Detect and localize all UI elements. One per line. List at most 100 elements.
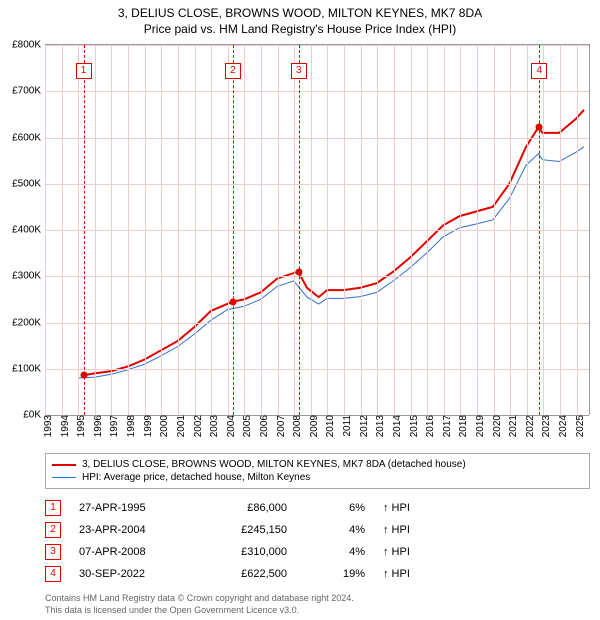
gridline-h xyxy=(45,276,589,277)
xtick-label: 2012 xyxy=(357,415,370,437)
legend: 3, DELIUS CLOSE, BROWNS WOOD, MILTON KEY… xyxy=(45,453,590,489)
event-pct: 6% xyxy=(305,502,365,514)
xtick-label: 1998 xyxy=(124,415,137,437)
event-pct: 4% xyxy=(305,524,365,536)
ytick-label: £400K xyxy=(12,225,45,236)
xtick-label: 2019 xyxy=(473,415,486,437)
event-row: 127-APR-1995£86,0006%↑ HPI xyxy=(45,497,590,519)
event-date: 07-APR-2008 xyxy=(79,546,189,558)
event-row: 4 30-SEP-2022 £622,500 19% ↑ HPI xyxy=(45,563,590,585)
gridline-v xyxy=(294,45,295,415)
gridline-v xyxy=(394,45,395,415)
footer-line1: Contains HM Land Registry data © Crown c… xyxy=(45,593,590,605)
gridline-v xyxy=(527,45,528,415)
xtick-label: 1996 xyxy=(91,415,104,437)
gridline-v xyxy=(327,45,328,415)
event-dot xyxy=(80,372,87,379)
xtick-label: 2023 xyxy=(539,415,552,437)
xtick-label: 2003 xyxy=(207,415,220,437)
xtick-label: 2011 xyxy=(340,415,353,437)
xtick-label: 2024 xyxy=(556,415,569,437)
legend-swatch xyxy=(52,464,76,466)
event-note: ↑ HPI xyxy=(383,568,410,580)
gridline-v xyxy=(477,45,478,415)
gridline-v xyxy=(128,45,129,415)
event-dot xyxy=(229,298,236,305)
legend-label: 3, DELIUS CLOSE, BROWNS WOOD, MILTON KEY… xyxy=(82,459,466,470)
gridline-h xyxy=(45,323,589,324)
xtick-label: 2017 xyxy=(440,415,453,437)
xtick-label: 2021 xyxy=(506,415,519,437)
event-dot xyxy=(295,268,302,275)
xtick-label: 2005 xyxy=(240,415,253,437)
gridline-v xyxy=(244,45,245,415)
ytick-label: £800K xyxy=(12,40,45,51)
event-number-box: 4 xyxy=(45,566,61,582)
event-number-box: 3 xyxy=(45,544,61,560)
ytick-label: £600K xyxy=(12,132,45,143)
gridline-v xyxy=(228,45,229,415)
xtick-label: 2018 xyxy=(456,415,469,437)
event-date: 30-SEP-2022 xyxy=(79,568,189,580)
xtick-label: 2004 xyxy=(224,415,237,437)
xtick-label: 2025 xyxy=(573,415,586,437)
gridline-v xyxy=(427,45,428,415)
gridline-h xyxy=(45,184,589,185)
ytick-label: £200K xyxy=(12,317,45,328)
events-table: 127-APR-1995£86,0006%↑ HPI223-APR-2004£2… xyxy=(45,497,590,585)
event-pct: 19% xyxy=(305,568,365,580)
series-hpi xyxy=(78,147,584,378)
xtick-label: 1999 xyxy=(141,415,154,437)
gridline-v xyxy=(62,45,63,415)
gridline-h xyxy=(45,369,589,370)
xtick-label: 1995 xyxy=(74,415,87,437)
gridline-v xyxy=(460,45,461,415)
ytick-label: £700K xyxy=(12,86,45,97)
chart-title-line2: Price paid vs. HM Land Registry's House … xyxy=(0,22,600,36)
xtick-label: 2016 xyxy=(423,415,436,437)
gridline-v xyxy=(344,45,345,415)
legend-row: HPI: Average price, detached house, Milt… xyxy=(52,471,583,484)
gridline-v xyxy=(95,45,96,415)
xtick-label: 2020 xyxy=(490,415,503,437)
gridline-v xyxy=(377,45,378,415)
gridline-v xyxy=(543,45,544,415)
gridline-v xyxy=(45,45,46,415)
gridline-v xyxy=(311,45,312,415)
ytick-label: £300K xyxy=(12,271,45,282)
xtick-label: 2007 xyxy=(274,415,287,437)
xtick-label: 2002 xyxy=(191,415,204,437)
event-pct: 4% xyxy=(305,546,365,558)
event-note: ↑ HPI xyxy=(383,502,410,514)
xtick-label: 1994 xyxy=(58,415,71,437)
gridline-v xyxy=(178,45,179,415)
event-price: £245,150 xyxy=(207,524,287,536)
footer-attribution: Contains HM Land Registry data © Crown c… xyxy=(45,593,590,616)
xtick-label: 2022 xyxy=(523,415,536,437)
event-marker-box: 2 xyxy=(225,63,241,79)
gridline-v xyxy=(577,45,578,415)
chart-container: 3, DELIUS CLOSE, BROWNS WOOD, MILTON KEY… xyxy=(0,0,600,620)
xtick-label: 1993 xyxy=(41,415,54,437)
xtick-label: 2001 xyxy=(174,415,187,437)
event-row: 223-APR-2004£245,1504%↑ HPI xyxy=(45,519,590,541)
chart-title-line1: 3, DELIUS CLOSE, BROWNS WOOD, MILTON KEY… xyxy=(0,6,600,20)
ytick-label: £100K xyxy=(12,363,45,374)
xtick-label: 2006 xyxy=(257,415,270,437)
plot-area: £0K£100K£200K£300K£400K£500K£600K£700K£8… xyxy=(45,44,590,415)
event-row: 3 07-APR-2008 £310,000 4% ↑ HPI xyxy=(45,541,590,563)
event-price: £622,500 xyxy=(207,568,287,580)
legend-label: HPI: Average price, detached house, Milt… xyxy=(82,472,310,483)
event-dot xyxy=(536,124,543,131)
event-line xyxy=(539,45,540,415)
gridline-v xyxy=(494,45,495,415)
event-date: 23-APR-2004 xyxy=(79,524,189,536)
gridline-v xyxy=(278,45,279,415)
event-note: ↑ HPI xyxy=(383,546,410,558)
event-marker-box: 3 xyxy=(291,63,307,79)
event-price: £86,000 xyxy=(207,502,287,514)
gridline-h xyxy=(45,230,589,231)
gridline-v xyxy=(78,45,79,415)
event-price: £310,000 xyxy=(207,546,287,558)
xtick-label: 2000 xyxy=(157,415,170,437)
